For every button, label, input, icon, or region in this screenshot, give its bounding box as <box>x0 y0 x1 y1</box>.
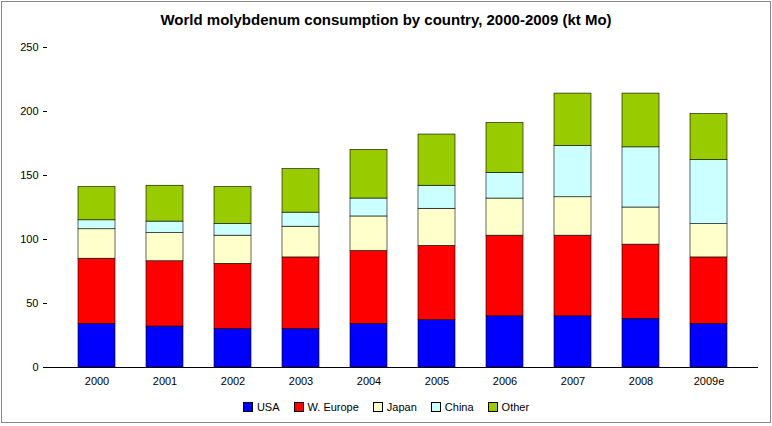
html-text:Other: Other <box>501 401 530 413</box>
svg-text:2009e: 2009e <box>694 375 725 387</box>
svg-text:50: 50 <box>26 297 38 309</box>
svg-text:2007: 2007 <box>561 375 585 387</box>
svg-text:2003: 2003 <box>289 375 313 387</box>
html-text:USA: USA <box>256 401 280 413</box>
svg-text:2000: 2000 <box>85 375 109 387</box>
svg-text:100: 100 <box>20 233 38 245</box>
svg-text:150: 150 <box>20 169 38 181</box>
html-text:W. Europe: W. Europe <box>307 401 359 413</box>
svg-text:2008: 2008 <box>629 375 653 387</box>
html-text:World molybdenum consumption b: World molybdenum consumption by country,… <box>160 11 612 28</box>
svg-text:2005: 2005 <box>425 375 449 387</box>
svg-text:200: 200 <box>20 105 38 117</box>
svg-text:2001: 2001 <box>153 375 177 387</box>
html-text:Japan: Japan <box>386 401 417 413</box>
svg-text:2002: 2002 <box>221 375 245 387</box>
svg-text:250: 250 <box>20 41 38 53</box>
svg-text:2004: 2004 <box>357 375 381 387</box>
svg-text:2006: 2006 <box>493 375 517 387</box>
html-text:China: China <box>444 401 474 413</box>
svg-text:0: 0 <box>32 361 38 373</box>
